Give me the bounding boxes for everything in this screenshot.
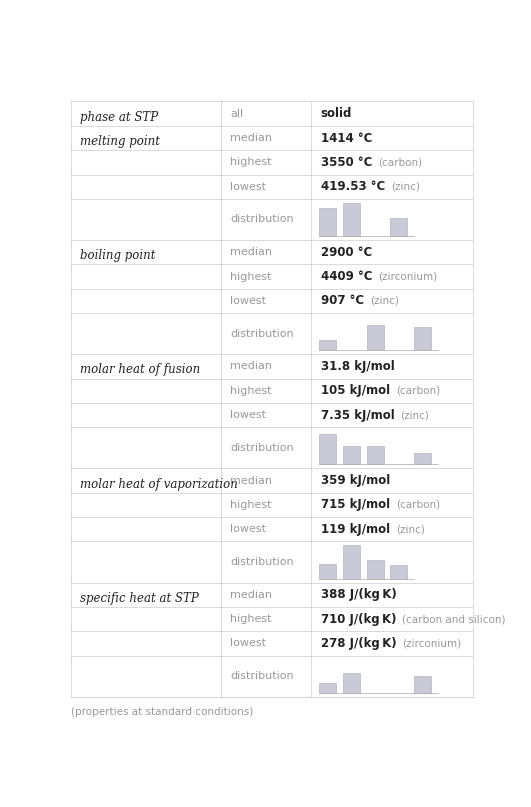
Bar (319, 434, 336, 465)
Text: distribution: distribution (230, 557, 294, 567)
Text: median: median (230, 590, 272, 600)
Text: melting point: melting point (80, 135, 160, 148)
Bar (390, 218, 407, 236)
Text: 419.53 °C: 419.53 °C (321, 180, 385, 193)
Bar (319, 208, 336, 236)
Bar (342, 203, 360, 236)
Text: phase at STP: phase at STP (80, 111, 158, 123)
Text: highest: highest (230, 157, 271, 167)
Text: lowest: lowest (230, 525, 266, 534)
Text: distribution: distribution (230, 671, 294, 681)
Bar (390, 566, 407, 579)
Text: solid: solid (321, 107, 352, 120)
Text: 2900 °C: 2900 °C (321, 245, 372, 259)
Bar (342, 546, 360, 579)
Text: distribution: distribution (230, 328, 294, 339)
Text: 3550 °C: 3550 °C (321, 156, 372, 169)
Text: 4409 °C: 4409 °C (321, 270, 372, 283)
Text: (carbon): (carbon) (396, 386, 440, 395)
Text: distribution: distribution (230, 215, 294, 224)
Text: molar heat of fusion: molar heat of fusion (80, 363, 201, 376)
Bar (342, 673, 360, 693)
Text: 710 J/(kg K): 710 J/(kg K) (321, 613, 396, 625)
Text: highest: highest (230, 500, 271, 510)
Text: 278 J/(kg K): 278 J/(kg K) (321, 637, 396, 650)
Text: 388 J/(kg K): 388 J/(kg K) (321, 588, 396, 601)
Text: median: median (230, 133, 272, 143)
Bar (319, 341, 336, 350)
Text: highest: highest (230, 614, 271, 624)
Text: median: median (230, 247, 272, 257)
Text: (zinc): (zinc) (400, 410, 430, 420)
Text: (properties at standard conditions): (properties at standard conditions) (71, 707, 253, 717)
Text: median: median (230, 475, 272, 486)
Text: lowest: lowest (230, 296, 266, 306)
Text: lowest: lowest (230, 638, 266, 649)
Text: (zinc): (zinc) (370, 296, 399, 306)
Text: highest: highest (230, 272, 271, 282)
Bar (414, 327, 431, 350)
Text: (zirconium): (zirconium) (378, 272, 438, 282)
Text: boiling point: boiling point (80, 249, 156, 262)
Text: (carbon and silicon): (carbon and silicon) (402, 614, 506, 624)
Text: median: median (230, 362, 272, 371)
Text: lowest: lowest (230, 182, 266, 192)
Text: all: all (230, 109, 243, 119)
Text: highest: highest (230, 386, 271, 395)
Bar (366, 446, 383, 465)
Text: 7.35 kJ/mol: 7.35 kJ/mol (321, 408, 395, 421)
Bar (366, 325, 383, 350)
Text: 907 °C: 907 °C (321, 295, 364, 307)
Bar (366, 560, 383, 579)
Bar (319, 683, 336, 693)
Bar (414, 676, 431, 693)
Text: specific heat at STP: specific heat at STP (80, 592, 199, 604)
Text: 105 kJ/mol: 105 kJ/mol (321, 384, 390, 397)
Text: (zinc): (zinc) (391, 182, 420, 192)
Text: (carbon): (carbon) (378, 157, 422, 167)
Text: (carbon): (carbon) (396, 500, 440, 510)
Bar (319, 563, 336, 579)
Text: 359 kJ/mol: 359 kJ/mol (321, 474, 390, 487)
Text: 119 kJ/mol: 119 kJ/mol (321, 523, 390, 536)
Bar (342, 446, 360, 465)
Text: molar heat of vaporization: molar heat of vaporization (80, 478, 238, 491)
Bar (414, 453, 431, 465)
Text: distribution: distribution (230, 443, 294, 453)
Text: (zirconium): (zirconium) (402, 638, 461, 649)
Text: 1414 °C: 1414 °C (321, 132, 372, 144)
Text: 31.8 kJ/mol: 31.8 kJ/mol (321, 360, 395, 373)
Text: 715 kJ/mol: 715 kJ/mol (321, 499, 390, 512)
Text: lowest: lowest (230, 410, 266, 420)
Text: (zinc): (zinc) (396, 525, 425, 534)
